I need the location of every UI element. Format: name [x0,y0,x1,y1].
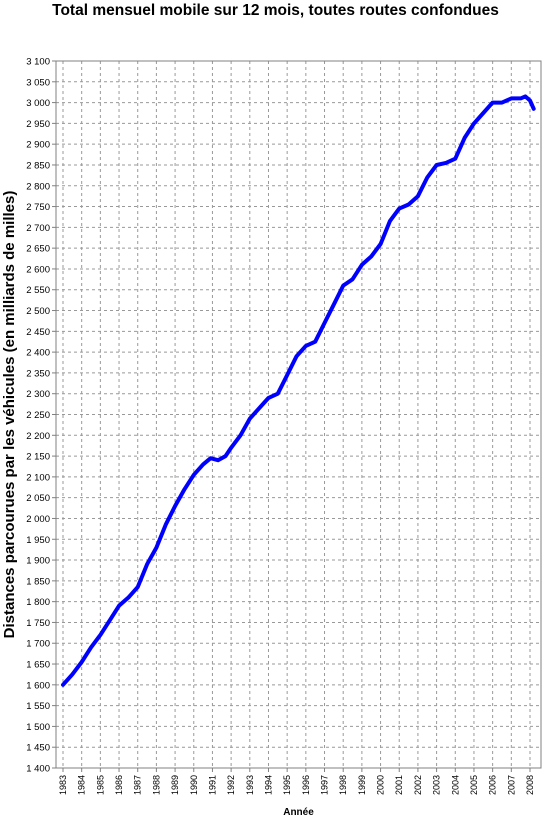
y-tick-label: 2 600 [26,264,50,275]
x-tick-label: 1991 [207,775,217,795]
x-tick-label: 2002 [413,775,423,795]
y-tick-label: 2 450 [26,327,50,338]
x-tick-label: 1996 [301,775,311,795]
x-tick-label: 2001 [394,775,404,795]
y-tick-label: 1 900 [26,556,50,567]
y-tick-label: 1 800 [26,597,50,608]
x-tick-label: 1986 [114,775,124,795]
x-tick-label: 2000 [376,775,386,795]
y-tick-label: 1 850 [26,576,50,587]
y-tick-label: 2 100 [26,472,50,483]
y-tick-label: 1 950 [26,535,50,546]
y-tick-label: 1 500 [26,722,50,733]
y-tick-label: 2 150 [26,452,50,463]
x-tick-label: 1993 [245,775,255,795]
grid-lines [56,60,541,769]
y-tick-label: 2 850 [26,160,50,171]
x-tick-label: 1994 [263,775,273,795]
y-axis: 1 400 1 450 1 500 1 550 1 600 1 650 1 700 1 750… [26,57,56,775]
x-tick-label: 1995 [282,775,292,795]
y-tick-label: 3 000 [26,98,50,109]
x-tick-label: 1992 [226,775,236,795]
y-tick-label: 2 800 [26,181,50,192]
y-tick-label: 2 650 [26,244,50,255]
y-tick-label: 2 000 [26,514,50,525]
x-tick-label: 2008 [525,775,535,795]
x-tick-label: 2003 [432,775,442,795]
x-tick-label: 1990 [189,775,199,795]
x-tick-label: 1988 [151,775,161,795]
series-line [61,94,536,687]
y-tick-label: 2 900 [26,140,50,151]
y-tick-label: 2 350 [26,368,50,379]
y-tick-label: 1 700 [26,639,50,650]
y-tick-label: 2 750 [26,202,50,213]
y-tick-label: 2 400 [26,348,50,359]
y-tick-label: 1 400 [26,764,50,775]
y-tick-label: 2 200 [26,431,50,442]
x-tick-label: 1998 [338,775,348,795]
x-tick-label: 1997 [320,775,330,795]
y-tick-label: 1 650 [26,660,50,671]
y-tick-label: 2 550 [26,285,50,296]
x-tick-label: 1999 [357,775,367,795]
x-tick-label: 2006 [488,775,498,795]
y-tick-label: 2 300 [26,389,50,400]
y-tick-label: 1 600 [26,680,50,691]
y-tick-label: 2 250 [26,410,50,421]
x-tick-label: 1985 [95,775,105,795]
x-tick-label: 1987 [133,775,143,795]
y-tick-label: 2 050 [26,493,50,504]
y-tick-label: 3 050 [26,77,50,88]
x-tick-label: 2007 [506,775,516,795]
x-axis-title: Année [283,807,314,818]
x-tick-label: 1983 [58,775,68,795]
y-axis-title: Distances parcourues par les véhicules (… [1,191,18,639]
x-axis: 1983 1984 1985 1986 1987 1988 1989 1990 1991 1992… [58,768,535,795]
y-tick-label: 1 550 [26,701,50,712]
x-tick-label: 2005 [469,775,479,795]
y-tick-label: 3 100 [26,57,50,68]
x-tick-label: 2004 [450,775,460,795]
y-tick-label: 1 750 [26,618,50,629]
y-tick-label: 2 500 [26,306,50,317]
y-tick-label: 2 700 [26,223,50,234]
x-tick-label: 1989 [170,775,180,795]
y-tick-label: 1 450 [26,743,50,754]
x-tick-label: 1984 [77,775,87,795]
chart-title: Total mensuel mobile sur 12 mois, toutes… [52,2,499,19]
y-tick-label: 2 950 [26,119,50,130]
